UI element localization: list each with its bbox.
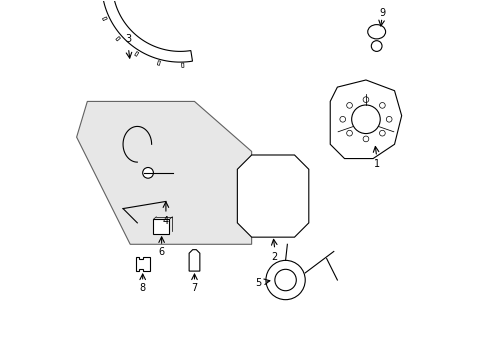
Bar <box>116 36 120 41</box>
Polygon shape <box>237 155 308 237</box>
FancyBboxPatch shape <box>153 219 169 234</box>
Circle shape <box>386 116 391 122</box>
Text: 5: 5 <box>254 278 261 288</box>
Text: 2: 2 <box>271 252 277 262</box>
Polygon shape <box>135 257 149 271</box>
Circle shape <box>379 130 385 136</box>
Bar <box>157 61 160 66</box>
Circle shape <box>274 269 296 291</box>
Circle shape <box>265 260 305 300</box>
Text: 6: 6 <box>158 247 164 257</box>
Polygon shape <box>329 80 401 158</box>
Text: 3: 3 <box>125 34 131 44</box>
Circle shape <box>346 130 352 136</box>
Text: 8: 8 <box>140 283 145 293</box>
Text: 7: 7 <box>191 283 197 293</box>
Circle shape <box>351 105 380 134</box>
Polygon shape <box>102 0 192 62</box>
Polygon shape <box>189 249 200 271</box>
Bar <box>102 17 107 21</box>
Ellipse shape <box>367 24 385 39</box>
Bar <box>134 51 139 56</box>
Circle shape <box>370 41 381 51</box>
Circle shape <box>142 167 153 178</box>
Circle shape <box>346 103 352 108</box>
Circle shape <box>339 116 345 122</box>
Text: 9: 9 <box>378 8 385 18</box>
Text: 1: 1 <box>373 159 379 169</box>
Circle shape <box>363 97 368 103</box>
Circle shape <box>379 103 385 108</box>
Polygon shape <box>77 102 251 244</box>
Bar <box>181 63 183 67</box>
Text: 4: 4 <box>163 216 169 226</box>
Circle shape <box>363 136 368 142</box>
